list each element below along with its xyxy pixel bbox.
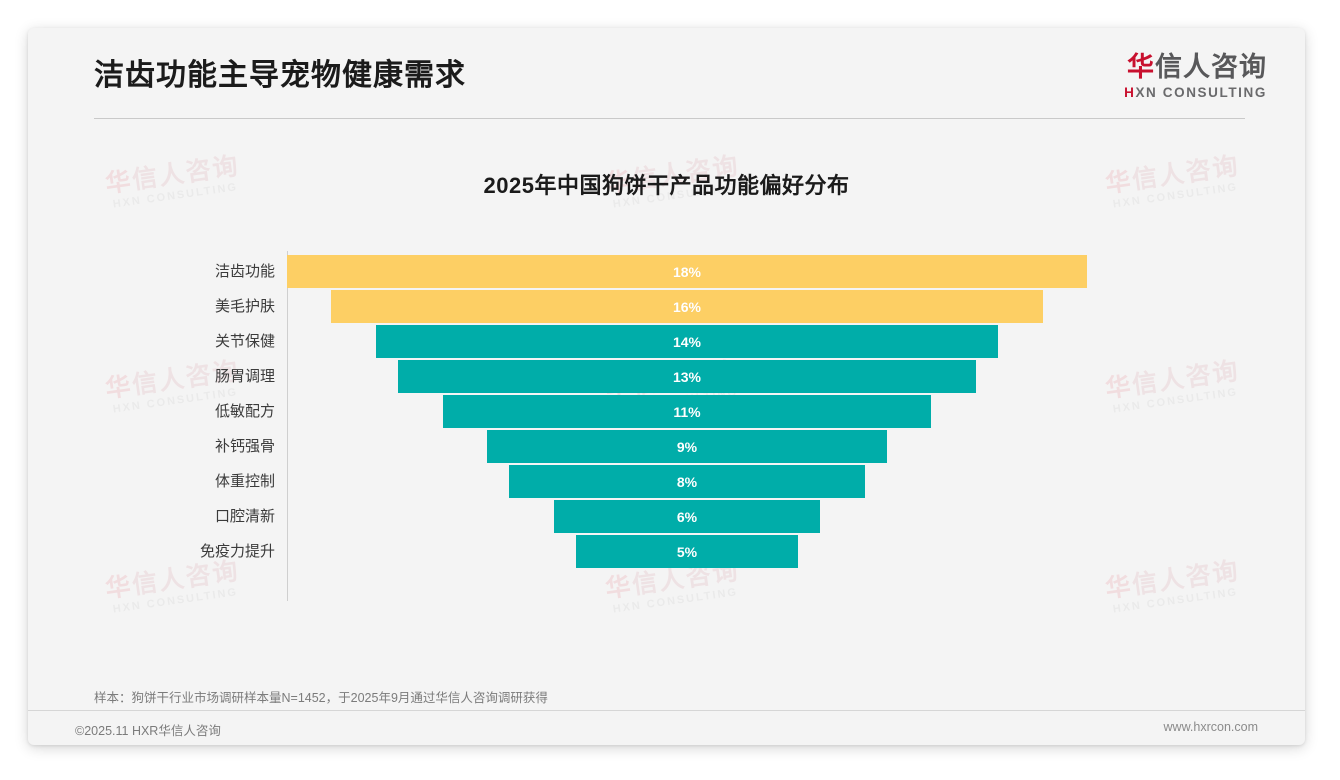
bar-rows: 洁齿功能 18% 美毛护肤 16% 关节保健 14% 肠胃调理 13% 低敏配方 11% 补钙强骨 9… [28, 254, 1305, 569]
category-label: 补钙强骨 [214, 438, 275, 455]
bar-row: 美毛护肤 16% [28, 289, 1305, 324]
funnel-bar[interactable]: 16% [331, 290, 1043, 323]
bar-row: 关节保健 14% [28, 324, 1305, 359]
funnel-bar[interactable]: 18% [287, 255, 1087, 288]
category-label: 低敏配方 [214, 403, 275, 420]
page-title: 洁齿功能主导宠物健康需求 [94, 59, 466, 92]
category-label: 关节保健 [214, 333, 275, 350]
bar-value-label: 14% [672, 333, 701, 350]
funnel-bar[interactable]: 5% [575, 535, 799, 568]
bar-row: 肠胃调理 13% [28, 359, 1305, 394]
bar-row: 免疫力提升 5% [28, 534, 1305, 569]
bar-row: 体重控制 8% [28, 464, 1305, 499]
funnel-bar[interactable]: 8% [509, 465, 865, 498]
footer-divider [28, 710, 1305, 711]
funnel-bar[interactable]: 14% [375, 325, 999, 358]
bar-value-label: 8% [676, 473, 698, 490]
copyright-text: ©2025.11 HXR华信人咨询 [75, 724, 221, 738]
bar-value-label: 6% [676, 508, 698, 525]
logo-h-character: H [1124, 85, 1136, 100]
category-label: 口腔清新 [214, 508, 275, 525]
bar-value-label: 16% [672, 298, 701, 315]
funnel-chart: 洁齿功能 18% 美毛护肤 16% 关节保健 14% 肠胃调理 13% 低敏配方 11% 补钙强骨 9… [28, 236, 1305, 616]
category-label: 美毛护肤 [214, 298, 275, 315]
category-label: 体重控制 [214, 473, 275, 490]
bar-value-label: 5% [676, 543, 698, 560]
logo-hua-character: 华 [1127, 52, 1155, 82]
funnel-bar[interactable]: 9% [487, 430, 887, 463]
category-label: 免疫力提升 [199, 543, 275, 560]
source-footnote: 样本：狗饼干行业市场调研样本量N=1452，于2025年9月通过华信人咨询调研获… [94, 691, 548, 705]
brand-logo: 华信人咨询 HXN CONSULTING [1124, 54, 1267, 100]
funnel-bar[interactable]: 6% [553, 500, 821, 533]
funnel-bar[interactable]: 11% [442, 395, 932, 428]
chart-title: 2025年中国狗饼干产品功能偏好分布 [483, 173, 850, 198]
category-label: 洁齿功能 [214, 263, 275, 280]
category-label: 肠胃调理 [214, 368, 275, 385]
logo-english-text: HXN CONSULTING [1124, 86, 1267, 100]
bar-row: 补钙强骨 9% [28, 429, 1305, 464]
category-axis-line [287, 251, 288, 601]
bar-value-label: 9% [676, 438, 698, 455]
logo-chinese-text: 华信人咨询 [1124, 54, 1267, 81]
bar-row: 口腔清新 6% [28, 499, 1305, 534]
logo-english-rest: XN CONSULTING [1135, 85, 1267, 100]
bar-row: 洁齿功能 18% [28, 254, 1305, 289]
bar-value-label: 18% [672, 263, 702, 280]
bar-row: 低敏配方 11% [28, 394, 1305, 429]
bar-value-label: 11% [673, 403, 701, 420]
funnel-bar[interactable]: 13% [398, 360, 976, 393]
slide-card: 华信人咨询 HXN CONSULTING 华信人咨询 HXN CONSULTING 华信… [28, 28, 1305, 745]
logo-chinese-rest: 信人咨询 [1155, 52, 1267, 82]
header-divider [94, 118, 1245, 119]
slide-footer: ©2025.11 HXR华信人咨询 www.hxrcon.com [28, 710, 1305, 745]
slide-header: 洁齿功能主导宠物健康需求 华信人咨询 HXN CONSULTING [28, 28, 1305, 120]
website-link[interactable]: www.hxrcon.com [1163, 720, 1258, 734]
bar-value-label: 13% [672, 368, 701, 385]
